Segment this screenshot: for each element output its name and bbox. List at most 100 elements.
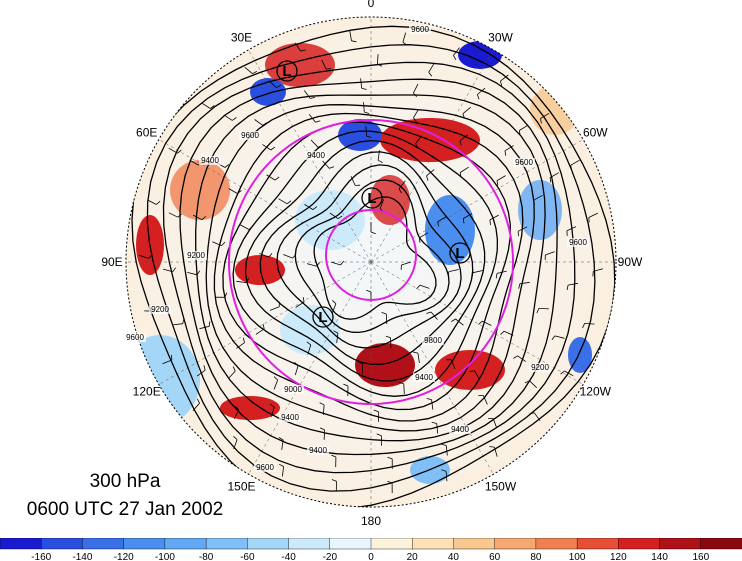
- wind-barb-feather: [504, 150, 507, 156]
- wind-barb-staff: [322, 160, 330, 169]
- colorbar-tick-7: -20: [323, 552, 338, 561]
- wind-barb-staff: [568, 282, 578, 286]
- wind-barb-staff: [517, 355, 526, 362]
- wind-barb-feather: [570, 165, 572, 171]
- colorbar-tick-13: 100: [569, 552, 586, 561]
- wind-barb-feather: [459, 140, 462, 146]
- wind-barb-staff: [379, 199, 385, 209]
- wind-barb-staff: [428, 63, 435, 73]
- wind-barb-feather: [357, 361, 363, 365]
- height-contour: [313, 196, 437, 320]
- contour-labels: 9600 9600 9400 9400 9200 9200 9000 9400 9400 9800…: [124, 25, 589, 472]
- contour-label-15: 9400: [415, 373, 433, 382]
- lon-label-8: 120E: [133, 385, 161, 399]
- wind-barb-staff: [187, 272, 198, 276]
- low-center-3: L: [318, 309, 327, 326]
- contour-label-bg: [254, 463, 276, 472]
- wind-barb-feather: [415, 143, 419, 149]
- wind-barb-staff: [402, 32, 407, 43]
- wind-barb-feather: [592, 271, 594, 277]
- wind-barb-feather: [361, 87, 367, 90]
- colorbar-swatch-0: [0, 538, 42, 550]
- wind-barb-staff: [192, 402, 200, 411]
- wind-barb-staff: [240, 224, 250, 230]
- contour-label-2: 9400: [201, 156, 219, 165]
- wind-barb-staff: [472, 270, 483, 274]
- wind-barb-staff: [401, 261, 412, 266]
- height-contour: [259, 151, 474, 366]
- wind-barb-staff: [448, 269, 459, 272]
- wind-barb-feather: [351, 40, 357, 43]
- wind-barb-feather: [329, 166, 335, 169]
- wind-barb-staff: [269, 306, 280, 311]
- wind-barb-staff: [474, 370, 480, 380]
- wind-barb-feather: [294, 361, 299, 366]
- wind-barb-staff: [228, 370, 236, 379]
- wind-barb-staff: [419, 284, 430, 289]
- colorbar-swatch-17: [700, 538, 742, 550]
- wind-barb-staff: [363, 102, 365, 113]
- wind-barb-feather: [381, 312, 387, 315]
- wind-barb-feather: [477, 94, 480, 100]
- colorbar-tick-14: 120: [610, 552, 627, 561]
- wind-barb-feather: [312, 206, 318, 210]
- inner-lat-ring: [325, 209, 417, 301]
- wind-barb-staff: [431, 399, 434, 410]
- wind-barb-feather: [376, 433, 382, 437]
- wind-barb-staff: [403, 383, 405, 394]
- wind-barb-staff: [482, 395, 488, 405]
- lon-label-0: 0: [368, 0, 375, 10]
- wind-barb-staff: [584, 323, 595, 325]
- lon-label-4: 120W: [580, 385, 612, 399]
- wind-barb-staff: [259, 253, 269, 258]
- wind-barb-feather: [315, 120, 321, 123]
- wind-barb-staff: [533, 194, 543, 201]
- wind-barb-feather: [500, 80, 503, 87]
- colorbar-swatch-13: [535, 538, 578, 550]
- wind-barb-feather: [413, 117, 417, 123]
- colorbar-swatch-1: [41, 538, 83, 550]
- contour-label-4: 9200: [187, 251, 205, 260]
- colorbar-swatch-12: [494, 538, 537, 550]
- wind-barb-feather: [210, 105, 215, 109]
- contour-label-0: 9600: [411, 25, 429, 34]
- longitude-labels: 0 30W 60W 90W 120W 150W 180 150E 120E 90E 60E 30E: [101, 0, 643, 528]
- wind-barb-staff: [172, 323, 183, 326]
- wind-barb-staff: [329, 212, 339, 220]
- contour-label-bg: [282, 385, 304, 394]
- wind-barb-feather: [426, 398, 432, 401]
- contour-label-bg: [409, 25, 431, 34]
- wind-barb-staff: [308, 114, 316, 123]
- wind-barb-staff: [278, 198, 288, 205]
- wind-barb-staff: [223, 114, 233, 121]
- wind-barb-staff: [398, 180, 406, 189]
- wind-barb-staff: [419, 232, 429, 239]
- wind-barb-staff: [519, 281, 530, 285]
- wind-barb-staff: [365, 126, 367, 137]
- contour-label-13: 9200: [531, 363, 549, 372]
- wind-barb-feather: [453, 55, 457, 60]
- wind-barb-staff: [459, 134, 469, 142]
- wind-barb-staff: [554, 335, 565, 339]
- contour-label-bg: [422, 336, 444, 345]
- colorbar-tick-16: 160: [692, 552, 709, 561]
- wind-barb-staff: [310, 139, 319, 148]
- wind-barb-feather: [447, 271, 450, 277]
- colorbar-tick-5: -60: [240, 552, 255, 561]
- wind-barb-feather: [426, 311, 432, 314]
- contour-label-bg: [124, 333, 146, 342]
- meridian-line: [370, 261, 494, 475]
- contour-label-bg: [307, 446, 329, 455]
- wind-barb-staff: [504, 145, 514, 152]
- wind-barb-feather: [252, 70, 258, 75]
- wind-barb-feather: [233, 436, 238, 440]
- wind-barb-feather: [364, 111, 370, 114]
- wind-barb-feather: [177, 213, 182, 218]
- polar-stereographic-map: 0 30W 60W 90W 120W 150W 180 150E 120E 90E 60E 30E L…: [101, 0, 643, 528]
- contour-label-9: 9800: [424, 336, 442, 345]
- wind-barb-feather: [549, 177, 552, 183]
- wind-barb-feather: [317, 145, 323, 148]
- wind-barb-staff: [496, 175, 506, 181]
- low-contour: [361, 187, 383, 209]
- wind-barb-feather: [560, 370, 565, 375]
